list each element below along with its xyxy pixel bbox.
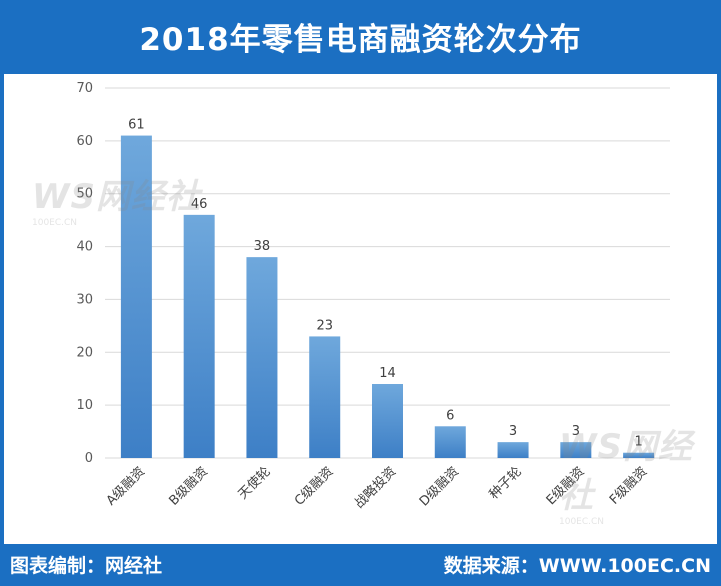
x-tick-label: D级融资 — [417, 464, 462, 509]
bar — [372, 384, 403, 458]
x-tick-label: E级融资 — [544, 464, 588, 508]
bar-value-label: 1 — [634, 435, 642, 450]
x-tick-label: 种子轮 — [487, 464, 525, 502]
bar-value-label: 38 — [254, 239, 271, 254]
footer: 图表编制：网经社 数据来源：WWW.100EC.CN — [0, 544, 721, 586]
y-tick-label: 60 — [76, 134, 93, 149]
bar — [434, 426, 466, 458]
bar-value-label: 3 — [572, 424, 580, 439]
bar-chart: 0 10 20 30 40 50 60 70 61 46 38 23 14 6 3 3 1 A级融资 B级融资天… — [76, 81, 670, 512]
y-tick-label: 10 — [76, 398, 93, 413]
bar-value-label: 14 — [379, 366, 396, 381]
bar — [623, 452, 655, 458]
bar-value-label: 23 — [316, 318, 333, 333]
bar-value-label: 6 — [446, 408, 454, 423]
chart-title: 2018年零售电商融资轮次分布 — [139, 21, 582, 58]
y-tick-label: 30 — [76, 292, 93, 307]
x-tick-label: A级融资 — [104, 464, 148, 508]
bar — [120, 135, 152, 459]
title-bar: 2018年零售电商融资轮次分布 — [0, 0, 721, 72]
y-tick-label: 20 — [76, 345, 93, 360]
y-tick-label: 0 — [85, 451, 93, 466]
y-tick-label: 50 — [76, 187, 93, 202]
bar — [183, 214, 215, 458]
bar — [246, 257, 278, 458]
x-tick-label: C级融资 — [292, 464, 337, 509]
x-tick-label: 天使轮 — [235, 464, 274, 503]
y-tick-label: 70 — [76, 81, 93, 96]
bar — [309, 336, 341, 458]
footer-source: 数据来源：WWW.100EC.CN — [443, 555, 711, 577]
bar-value-label: 61 — [128, 118, 145, 133]
footer-credit: 图表编制：网经社 — [10, 555, 163, 577]
y-tick-label: 40 — [76, 240, 93, 255]
x-tick-label: 战略投资 — [351, 464, 399, 512]
plot-panel: WS网经社 100EC.CN WS网经社 100EC.CN 0 10 20 30 40 5… — [4, 74, 717, 544]
bar — [497, 442, 529, 458]
bar-value-label: 46 — [191, 197, 208, 212]
bar — [560, 442, 592, 458]
bar-value-label: 3 — [509, 424, 517, 439]
x-tick-label: B级融资 — [167, 464, 211, 508]
x-tick-label: F级融资 — [607, 464, 650, 507]
